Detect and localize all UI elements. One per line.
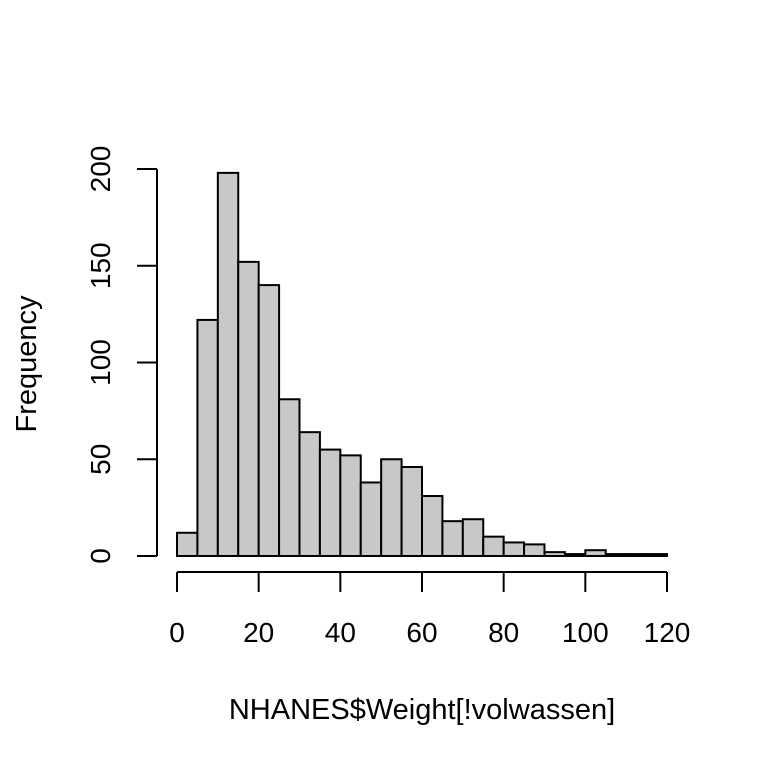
x-axis-title: NHANES$Weight[!volwassen]: [229, 694, 615, 726]
x-tick-label: 100: [562, 617, 609, 648]
histogram-bar: [278, 398, 301, 558]
x-axis: 0 20 40 60 80 100 120: [169, 571, 691, 648]
histogram-bars: [176, 171, 668, 558]
histogram-bar: [176, 531, 199, 558]
histogram-bar: [584, 549, 607, 558]
x-tick-label: 120: [644, 617, 691, 648]
y-axis-title: Frequency: [11, 295, 43, 433]
histogram-bar: [502, 541, 526, 558]
x-tick-label: 60: [406, 617, 437, 648]
histogram-bar: [563, 553, 587, 558]
histogram-bar: [523, 543, 546, 558]
histogram-bar: [441, 520, 464, 557]
histogram-bar: [461, 518, 485, 557]
x-tick-label: 80: [488, 617, 519, 648]
histogram-bar: [400, 465, 424, 557]
y-axis: 0 50 100 150 200: [85, 146, 158, 564]
histogram-bar: [380, 458, 403, 557]
histogram-bar: [318, 448, 342, 558]
histogram-bar: [645, 553, 668, 558]
histogram-bar: [543, 551, 566, 558]
histogram-bar: [359, 481, 383, 557]
histogram-bar: [298, 431, 321, 557]
histogram-bar: [482, 535, 505, 558]
histogram-bar: [625, 553, 648, 558]
y-tick-label: 0: [85, 548, 116, 564]
y-tick-label: 50: [85, 444, 116, 475]
histogram-bar: [237, 260, 260, 557]
histogram-bar: [257, 284, 281, 557]
histogram-bar: [421, 495, 444, 558]
x-tick-label: 0: [169, 617, 185, 648]
y-tick-label: 200: [85, 146, 116, 193]
histogram-bar: [339, 454, 362, 558]
histogram-bar: [216, 171, 240, 557]
histogram-bar: [604, 553, 628, 558]
y-tick-label: 100: [85, 339, 116, 386]
x-tick-label: 40: [325, 617, 356, 648]
x-tick-label: 20: [243, 617, 274, 648]
histogram-bar: [196, 318, 219, 557]
y-tick-label: 150: [85, 242, 116, 289]
